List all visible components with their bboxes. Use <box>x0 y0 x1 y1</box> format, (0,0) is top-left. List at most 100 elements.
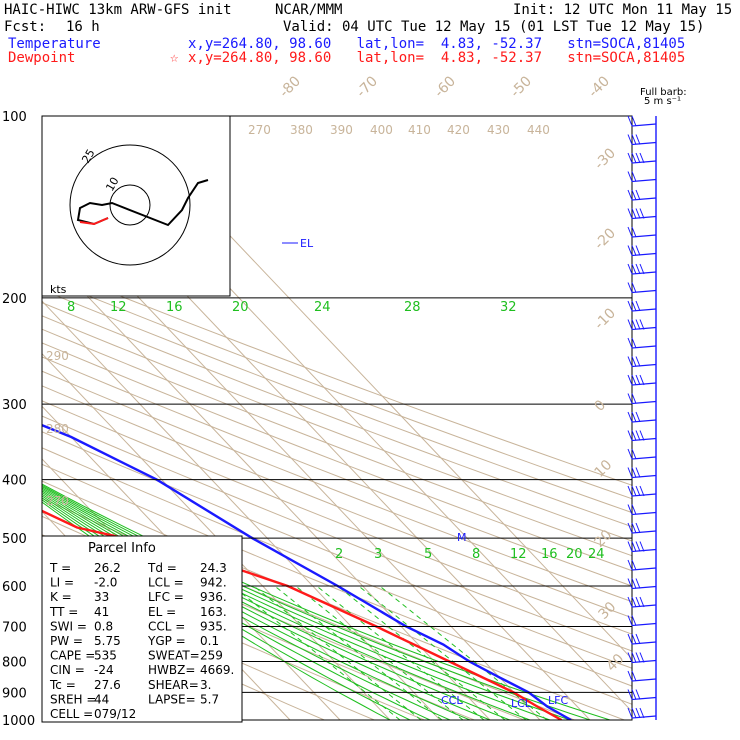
wind-barb-flag <box>635 374 641 386</box>
pressure-tick-label: 1000 <box>2 714 35 729</box>
theta-label: 290 <box>46 349 69 363</box>
pressure-tick-label: 100 <box>2 110 27 125</box>
wind-barb-flag <box>631 245 637 256</box>
mixing-ratio-label: 24 <box>588 547 605 562</box>
wind-barb-flag <box>631 411 637 423</box>
parcel-stat-value: 26.2 <box>94 561 121 575</box>
wind-barb-flag <box>635 689 641 700</box>
wind-barb <box>627 559 657 571</box>
theta-label: 380 <box>290 123 313 137</box>
wind-barb-flag <box>639 430 645 441</box>
isotherm <box>42 195 541 720</box>
theta-label: 420 <box>447 123 470 137</box>
parcel-stat-label: LCL = <box>148 576 184 590</box>
wind-barb-flag <box>627 134 633 145</box>
wind-barb-flag <box>635 245 641 256</box>
hodograph-trace <box>76 179 209 227</box>
pressure-tick-label: 500 <box>2 532 27 547</box>
mixing-ratio-label: 20 <box>566 547 583 562</box>
isotherm-label: -50 <box>508 73 535 100</box>
wind-barb-flag <box>631 337 637 349</box>
wind-barb-flag <box>631 485 637 497</box>
parcel-stat-label: LI = <box>50 576 74 590</box>
wind-barb-flag <box>631 263 637 275</box>
barb-title: Full barb: <box>640 87 687 98</box>
wind-barb-flag <box>631 448 637 460</box>
parcel-stat-value: 0.8 <box>94 619 113 633</box>
model-title: HAIC-HIWC 13km ARW-GFS init <box>4 2 232 18</box>
wind-barb-flag <box>627 522 633 534</box>
wind-barb-flag <box>631 152 637 164</box>
wind-barb-flag <box>627 152 633 164</box>
parcel-stat-value: 33 <box>94 590 109 604</box>
wind-barb-flag <box>631 356 637 367</box>
wind-barb <box>627 300 657 312</box>
wind-barb-flag <box>635 430 641 441</box>
wind-barb <box>627 689 657 701</box>
wind-barb-flag <box>631 171 637 182</box>
wind-barb-flag <box>627 226 633 238</box>
wind-barb <box>627 485 657 497</box>
parcel-stat-value: 5.75 <box>94 634 121 648</box>
wind-barb-flag <box>631 504 637 515</box>
theta-label: 270 <box>248 123 271 137</box>
parcel-stat-label: YGP = <box>147 634 186 648</box>
wind-barb-flag <box>627 171 633 182</box>
isotherm <box>42 300 441 720</box>
lcl-label: LCL <box>511 697 532 710</box>
wind-barb <box>627 615 657 627</box>
wind-barb-flag <box>627 689 633 700</box>
wind-barb-flag <box>631 467 637 478</box>
wind-barb <box>627 189 657 201</box>
wind-barb-flag <box>627 578 633 589</box>
wind-barb-flag <box>627 430 633 441</box>
mixing-ratio-label: 5 <box>424 547 432 562</box>
wind-barb-flag <box>631 670 637 682</box>
wind-barb-flag <box>631 541 637 552</box>
wind-barb-flag <box>627 504 633 515</box>
hodograph-units: kts <box>50 283 67 296</box>
star-icon: ☆ <box>170 50 179 66</box>
parcel-stat-value: 27.6 <box>94 678 121 692</box>
mixing-ratio-label: 32 <box>500 300 517 315</box>
wind-barb-flag <box>635 467 641 478</box>
theta-label: 390 <box>330 123 353 137</box>
wind-barb-flag <box>627 208 633 219</box>
plot-frame <box>41 115 633 721</box>
wind-barb-flag <box>627 707 633 719</box>
parcel-stat-label: CIN = <box>50 663 85 677</box>
isotherm-label: -80 <box>277 73 304 100</box>
wind-barb-flag <box>639 652 645 663</box>
wind-barb-flag <box>631 189 637 201</box>
wind-barb-flag <box>635 633 641 645</box>
wind-barb-flag <box>639 541 645 552</box>
isotherm-label: -70 <box>354 73 381 100</box>
isotherm-label: 30 <box>596 599 620 623</box>
pressure-tick-label: 200 <box>2 292 27 307</box>
wind-barb-flag <box>627 115 633 127</box>
wind-barb-flag <box>627 319 633 330</box>
parcel-stat-value: -24 <box>94 663 114 677</box>
temperature-location: x,y=264.80, 98.60 lat,lon= 4.83, -52.37 … <box>188 36 686 52</box>
pressure-tick-label: 900 <box>2 686 27 701</box>
isotherm-label: 40 <box>604 651 628 675</box>
wind-barb-flag <box>635 652 641 663</box>
wind-barb <box>627 226 657 238</box>
dry-adiabat <box>42 400 632 635</box>
theta-label: 270 <box>46 494 69 508</box>
parcel-stat-label: LFC = <box>148 590 184 604</box>
parcel-info-panel <box>41 535 243 723</box>
wind-barb-flag <box>635 541 641 552</box>
wind-barb-flag <box>635 152 641 164</box>
dry-adiabat <box>42 289 632 514</box>
wind-barb-flag <box>631 115 637 127</box>
parcel-stat-value: 936. <box>200 590 227 604</box>
wind-barb-flag <box>635 522 641 534</box>
pressure-tick-label: 700 <box>2 620 27 635</box>
dry-adiabat <box>42 315 632 542</box>
pressure-tick-label: 800 <box>2 655 27 670</box>
isotherm-label: -60 <box>432 73 459 100</box>
hodograph-frame <box>41 115 231 297</box>
dry-adiabat <box>42 328 632 557</box>
wind-barb <box>627 670 657 682</box>
